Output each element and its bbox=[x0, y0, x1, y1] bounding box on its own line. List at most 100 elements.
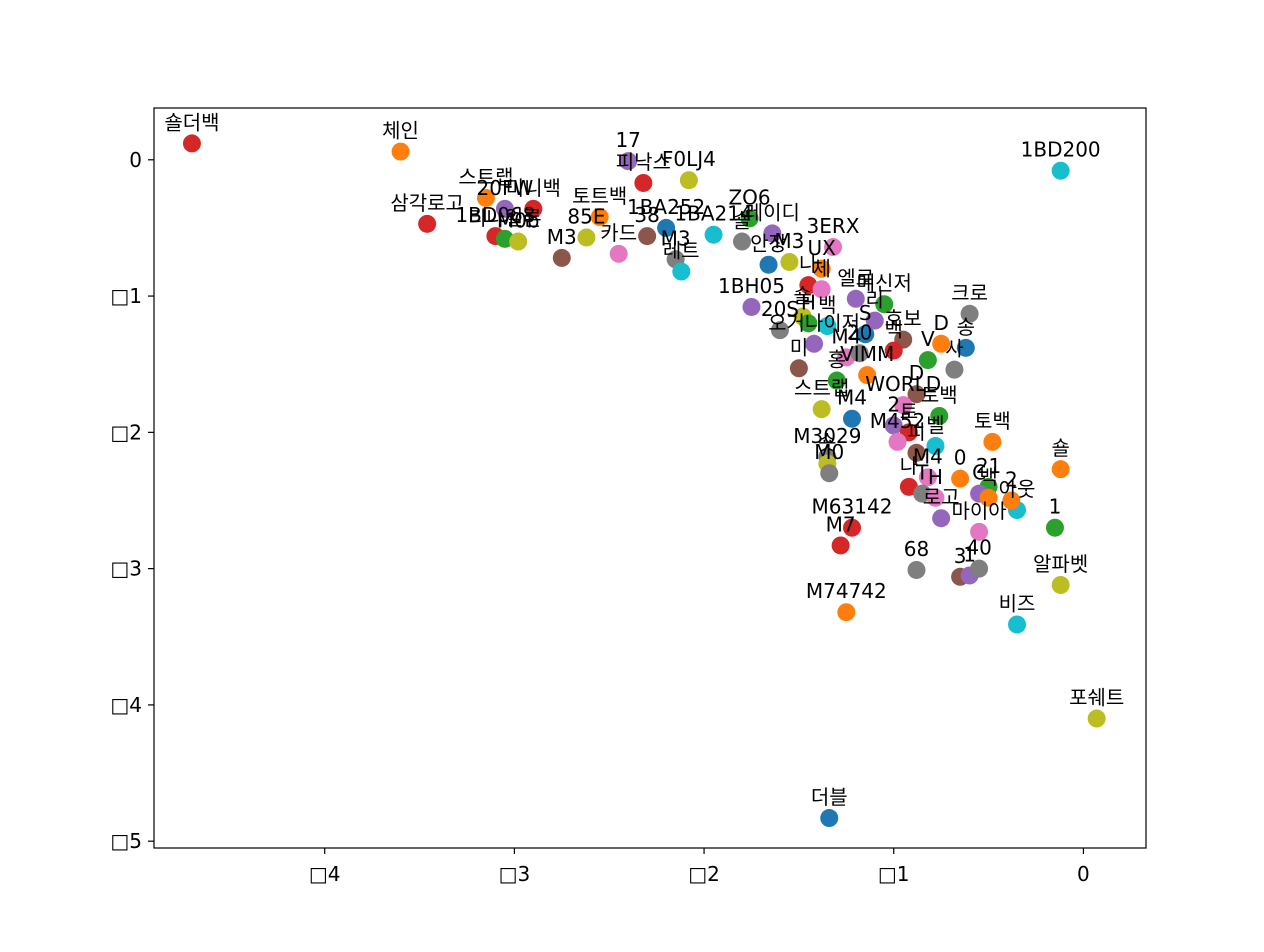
point-label: 토 bbox=[900, 399, 918, 423]
data-point bbox=[763, 224, 782, 243]
data-point bbox=[820, 464, 839, 483]
point-label: 토백 bbox=[974, 409, 1011, 433]
data-point bbox=[634, 173, 653, 192]
data-point bbox=[945, 360, 964, 379]
point-label: 백 bbox=[818, 293, 836, 317]
data-point bbox=[657, 218, 676, 237]
point-label: V bbox=[921, 327, 935, 351]
y-tick-label: □1 bbox=[110, 284, 142, 308]
point-label: 레이디 bbox=[745, 200, 800, 224]
data-point bbox=[970, 559, 989, 578]
data-point bbox=[875, 295, 894, 314]
point-label: M4 bbox=[913, 444, 943, 468]
point-label: 리나일론 bbox=[468, 206, 542, 230]
y-tick-label: □4 bbox=[110, 693, 142, 717]
point-label: 나 bbox=[799, 252, 817, 276]
data-point bbox=[932, 334, 951, 353]
y-tick-label: 0 bbox=[129, 148, 142, 172]
plot-area-frame bbox=[153, 107, 1147, 849]
y-tick-label: □5 bbox=[110, 829, 142, 853]
data-point bbox=[884, 416, 903, 435]
point-label: 숏 bbox=[818, 431, 836, 455]
point-label: VIMM bbox=[840, 342, 894, 366]
data-point bbox=[843, 518, 862, 537]
data-point bbox=[888, 432, 907, 451]
point-label: 1 bbox=[963, 542, 976, 566]
point-label: H bbox=[801, 290, 816, 314]
point-label: 40 bbox=[966, 536, 991, 560]
data-point bbox=[1051, 575, 1070, 594]
point-label: 0 bbox=[954, 446, 967, 470]
point-label: ZO6 bbox=[728, 185, 770, 209]
data-point bbox=[732, 232, 751, 251]
point-label: 더블 bbox=[811, 785, 848, 809]
point-label: M3 bbox=[774, 229, 804, 253]
point-label: T bbox=[915, 461, 929, 485]
data-point bbox=[476, 188, 495, 207]
data-point bbox=[894, 396, 913, 415]
point-label: UX bbox=[807, 236, 836, 260]
data-point bbox=[1051, 161, 1070, 180]
point-label: M3 bbox=[547, 225, 577, 249]
point-label: M74742 bbox=[806, 579, 887, 603]
data-point bbox=[609, 244, 628, 263]
data-point bbox=[812, 400, 831, 419]
point-label: 아웃 bbox=[999, 477, 1036, 501]
data-point bbox=[577, 228, 596, 247]
point-label: H bbox=[928, 465, 943, 489]
data-point bbox=[846, 289, 865, 308]
point-label: 미 bbox=[790, 335, 808, 359]
data-point bbox=[956, 338, 975, 357]
point-label: 1BH05 bbox=[718, 274, 785, 298]
point-label: 20 bbox=[847, 320, 872, 344]
point-label: M4 bbox=[831, 324, 861, 348]
point-label: D bbox=[909, 361, 924, 385]
point-label: 숄 bbox=[793, 284, 811, 308]
data-point bbox=[865, 311, 884, 330]
point-label: 비즈 bbox=[999, 592, 1036, 616]
y-tick-label: □3 bbox=[110, 557, 142, 581]
point-label: 17 bbox=[615, 128, 640, 152]
point-label: 엘로 bbox=[837, 266, 874, 290]
point-label: 2 bbox=[1005, 467, 1018, 491]
x-tick-label: □4 bbox=[309, 862, 341, 886]
point-label: 사 bbox=[945, 337, 963, 361]
point-label: 미니백 bbox=[506, 176, 561, 200]
point-label: D bbox=[933, 311, 948, 335]
data-point bbox=[619, 152, 638, 171]
x-tick-label: □3 bbox=[499, 862, 531, 886]
data-point bbox=[672, 262, 691, 281]
point-label: 20FW bbox=[477, 176, 534, 200]
point-label: M4 bbox=[837, 386, 867, 410]
x-tick-label: 0 bbox=[1077, 862, 1090, 886]
data-point bbox=[812, 280, 831, 299]
point-label: 21 bbox=[976, 454, 1001, 478]
point-label: C bbox=[972, 461, 986, 485]
data-point bbox=[742, 297, 761, 316]
point-label: M3 bbox=[661, 226, 691, 250]
x-tick-label: □1 bbox=[878, 862, 910, 886]
point-label: 2 bbox=[887, 393, 900, 417]
data-point bbox=[824, 238, 843, 257]
point-label: 송 bbox=[957, 315, 975, 339]
point-label: M7 bbox=[826, 512, 856, 536]
data-point bbox=[979, 488, 998, 507]
point-label: 나 bbox=[900, 454, 918, 478]
point-label: 마이아 bbox=[951, 499, 1006, 523]
data-point bbox=[983, 432, 1002, 451]
data-point bbox=[799, 314, 818, 333]
point-label: 토백 bbox=[921, 383, 958, 407]
data-point bbox=[907, 385, 926, 404]
data-point bbox=[884, 341, 903, 360]
data-point bbox=[970, 522, 989, 541]
point-label: 크로 bbox=[951, 281, 988, 305]
point-label: 20S bbox=[761, 297, 799, 321]
data-point bbox=[418, 214, 437, 233]
point-label: 벨 bbox=[926, 413, 944, 437]
data-point bbox=[391, 142, 410, 161]
data-point bbox=[837, 603, 856, 622]
x-tick-label: □2 bbox=[688, 862, 720, 886]
data-point bbox=[1008, 615, 1027, 634]
point-label: 85E bbox=[567, 204, 605, 228]
